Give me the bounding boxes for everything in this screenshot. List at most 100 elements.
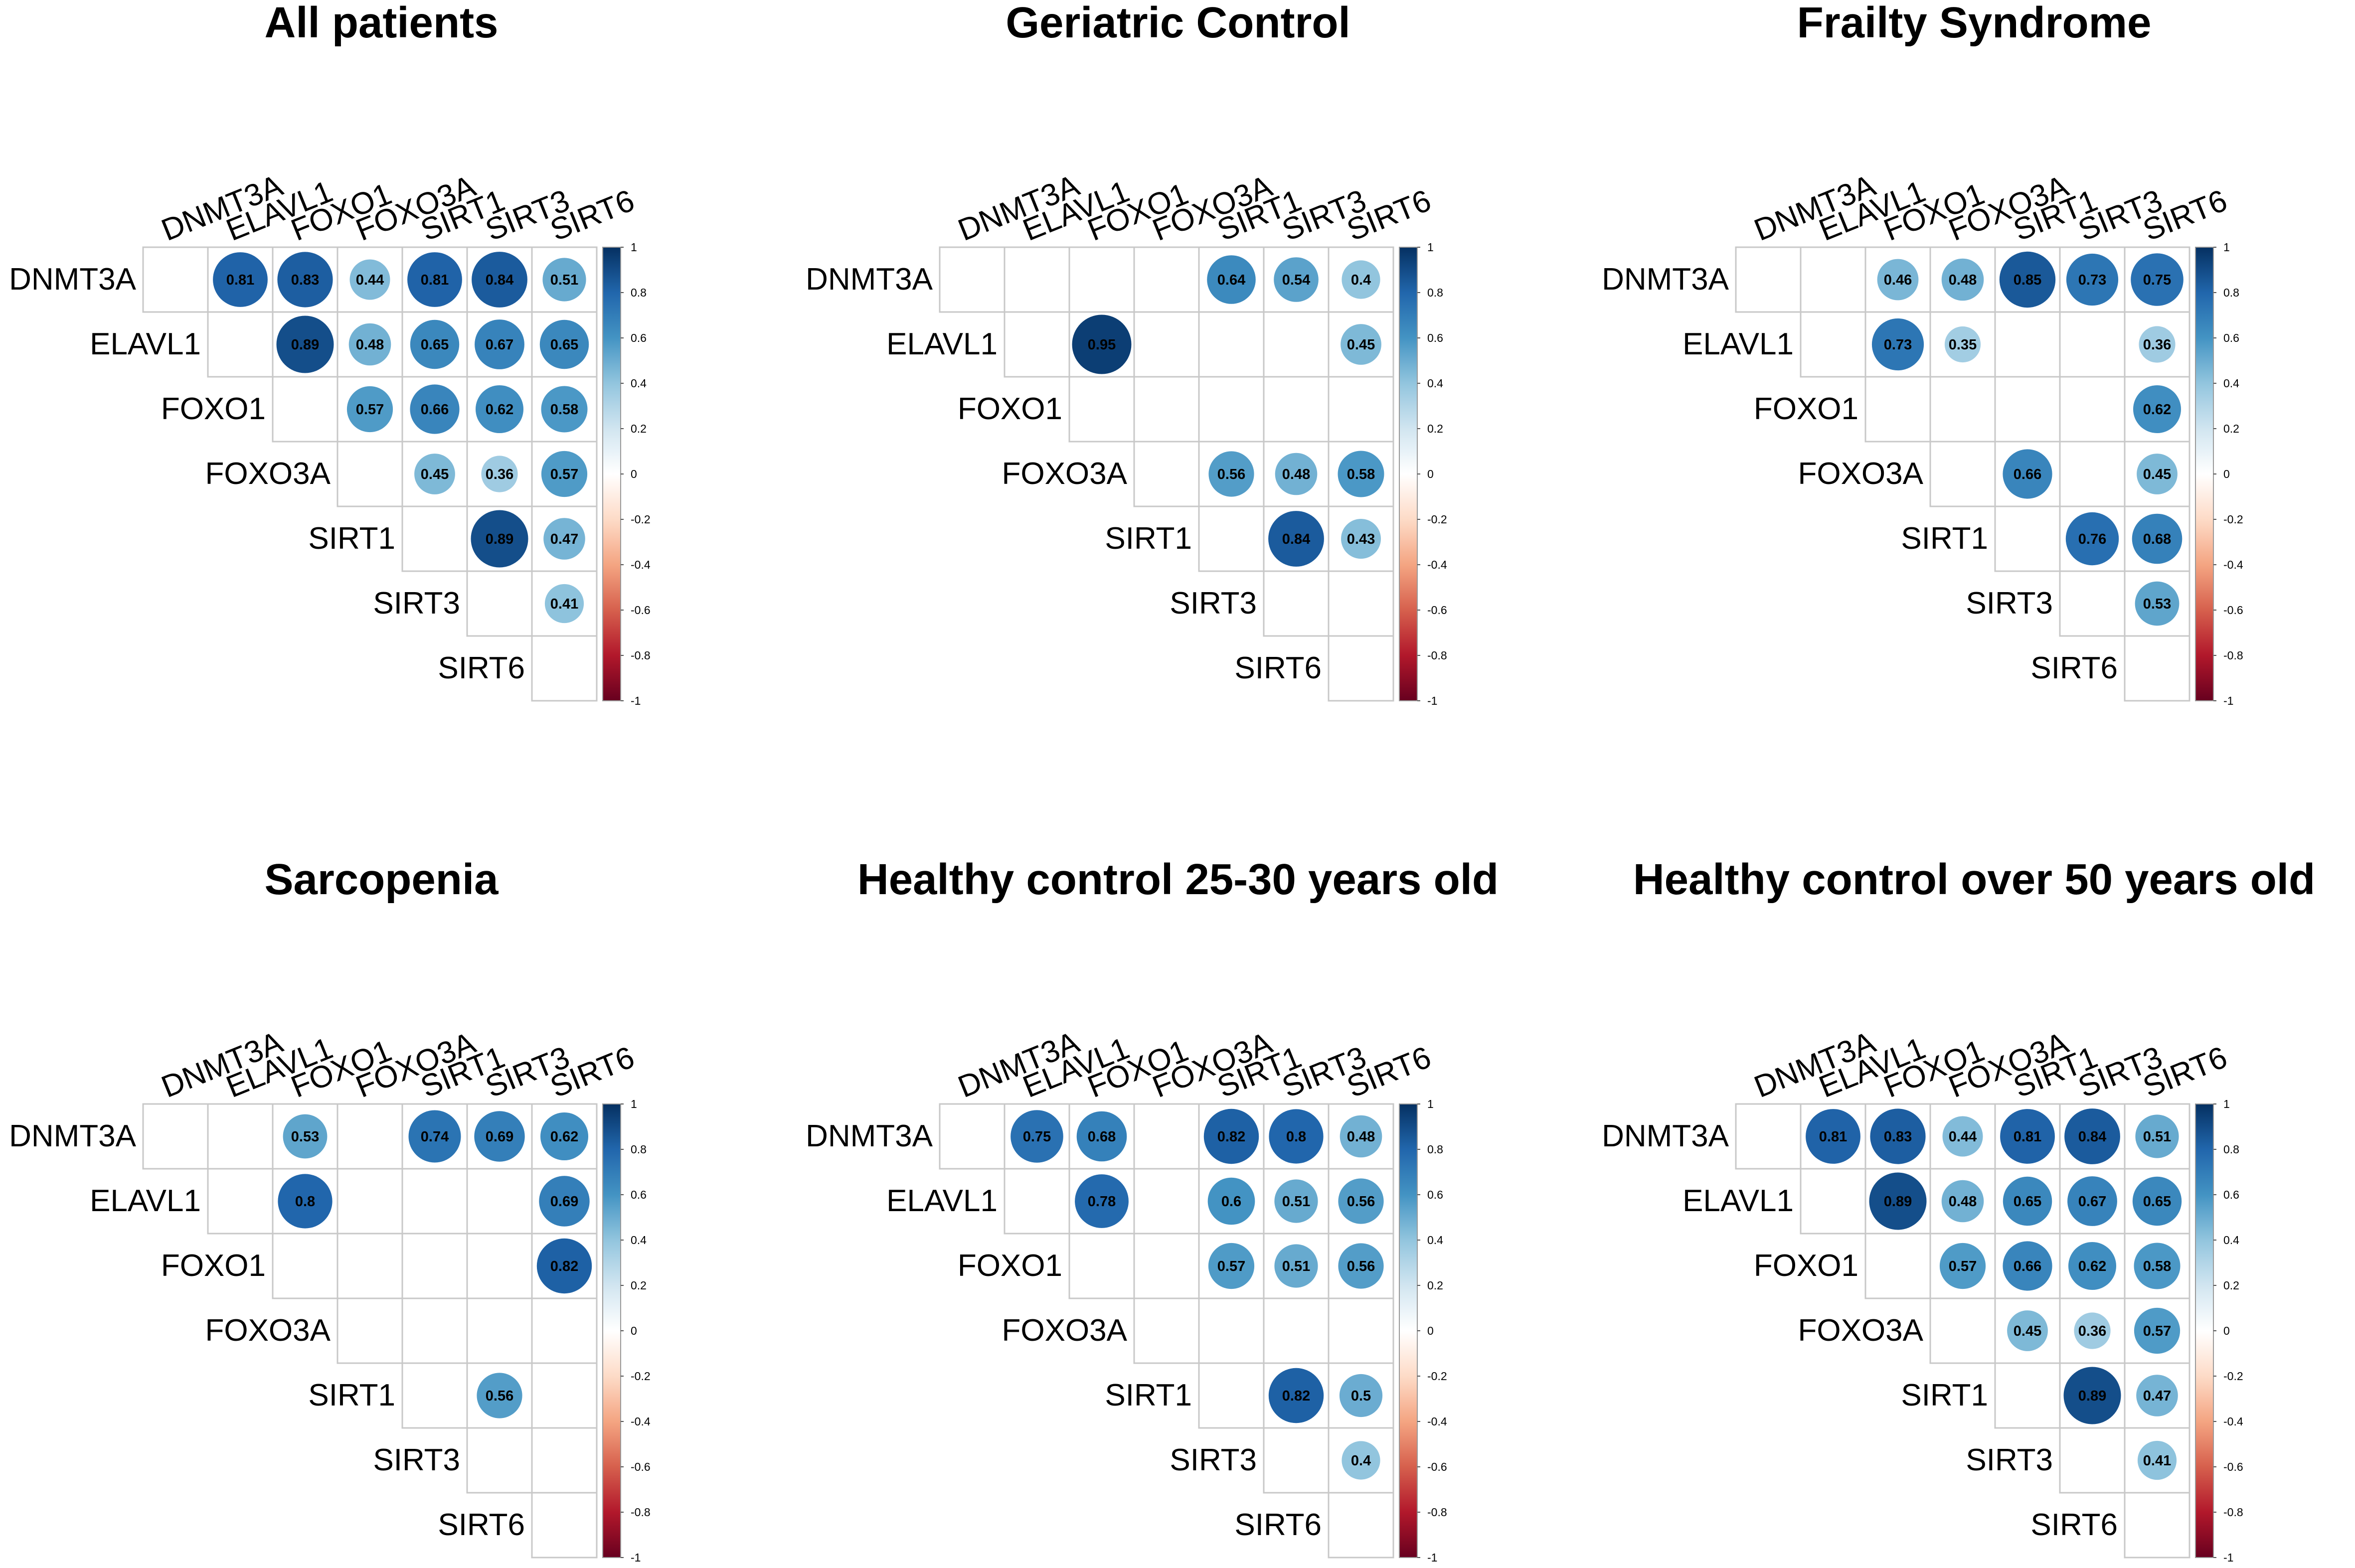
grid-cell	[939, 246, 1006, 313]
row-label-sirt6: SIRT6	[2030, 1508, 2118, 1542]
row-label-sirt6: SIRT6	[438, 1508, 525, 1542]
corr-value-label: 0.46	[1884, 272, 1912, 288]
corr-circle-dnmt3a-sirt6	[2131, 253, 2184, 306]
corr-value-label: 0.56	[486, 1388, 513, 1404]
corr-circle-foxo1-sirt1	[1208, 1243, 1255, 1289]
corr-circle-elavl1-foxo1	[278, 1174, 333, 1229]
corr-value-label: 0.66	[421, 402, 449, 418]
row-label-elavl1: ELAVL1	[886, 1184, 998, 1218]
corr-circle-sirt1-sirt3	[471, 510, 528, 568]
row-label-sirt1: SIRT1	[1901, 1378, 1988, 1412]
corr-circle-foxo1-sirt1	[2003, 1241, 2052, 1291]
corr-value-label: 0.47	[2143, 1388, 2171, 1404]
grid-cell	[401, 1297, 468, 1364]
corr-circle-sirt3-sirt6	[2137, 1440, 2177, 1480]
corr-value-label: 0.66	[2014, 1258, 2041, 1274]
corr-circle-dnmt3a-foxo1	[1870, 1108, 1926, 1164]
row-label-sirt3: SIRT3	[1170, 1443, 1257, 1477]
grid-cell	[207, 311, 274, 378]
corr-circle-dnmt3a-sirt6	[542, 258, 586, 302]
colorbar	[602, 1103, 621, 1558]
grid-cell	[1800, 1168, 1866, 1235]
colorbar-tick-label: 0	[2223, 468, 2230, 480]
row-label-dnmt3a: DNMT3A	[806, 262, 933, 297]
panel-sarcopenia: Sarcopenia DNMT3A ELAVL1 FOXO1 FOXO3A SIRT1 SI…	[9, 855, 651, 1564]
grid-cell	[272, 1233, 338, 1299]
corr-circle-dnmt3a-sirt3	[2064, 1108, 2120, 1164]
corr-value-label: 0.56	[1347, 1258, 1375, 1274]
row-label-dnmt3a: DNMT3A	[1602, 262, 1729, 297]
corr-circle-elavl1-foxo3a	[348, 323, 391, 366]
corr-circle-sirt1-sirt3	[2065, 512, 2119, 566]
corr-value-label: 0.75	[2143, 272, 2171, 288]
corr-circle-elavl1-foxo1	[1075, 1174, 1129, 1228]
corr-circle-dnmt3a-elavl1	[1010, 1110, 1063, 1163]
corr-circle-dnmt3a-foxo1	[277, 252, 333, 308]
corr-value-label: 0.53	[291, 1129, 319, 1145]
corr-value-label: 0.82	[550, 1258, 578, 1274]
grid-cell	[336, 1103, 403, 1170]
corr-circle-elavl1-sirt6	[2132, 1176, 2182, 1226]
grid-cell	[1198, 376, 1265, 443]
corr-value-label: 0.48	[356, 337, 384, 353]
panel-title: Geriatric Control	[1006, 0, 1350, 47]
corr-value-label: 0.84	[2078, 1129, 2106, 1145]
grid-cell	[1800, 246, 1866, 313]
corr-circle-dnmt3a-sirt6	[540, 1112, 588, 1160]
corr-value-label: 0.5	[1351, 1388, 1371, 1404]
row-label-foxo3a: FOXO3A	[1002, 1313, 1127, 1348]
colorbar-tick-label: 1	[631, 1098, 637, 1110]
row-label-elavl1: ELAVL1	[1682, 1184, 1794, 1218]
corr-value-label: 0.48	[1347, 1129, 1375, 1145]
colorbar-tick-label: 0.2	[1427, 1279, 1443, 1292]
grid-cell	[466, 570, 533, 637]
corr-circle-elavl1-sirt6	[1341, 324, 1381, 365]
grid-cell	[1328, 1492, 1394, 1559]
row-label-elavl1: ELAVL1	[886, 327, 998, 361]
colorbar-tick-label: 0.8	[1427, 286, 1443, 299]
corr-circle-sirt1-sirt6	[2136, 1375, 2178, 1416]
grid-cell	[1800, 311, 1866, 378]
corr-circle-dnmt3a-foxo1	[1076, 1111, 1127, 1162]
corr-value-label: 0.41	[550, 596, 578, 612]
corr-circle-sirt1-sirt6	[1339, 1374, 1383, 1417]
grid-cell	[531, 1492, 598, 1559]
grid-cell	[1994, 376, 2061, 443]
grid-cell	[1004, 1168, 1070, 1235]
corr-circle-dnmt3a-sirt3	[2066, 253, 2119, 306]
corr-value-label: 0.58	[2143, 1258, 2171, 1274]
corr-circle-dnmt3a-sirt1	[2000, 1109, 2055, 1164]
colorbar-tick-label: 1	[2223, 1098, 2230, 1110]
corr-circle-foxo3a-sirt1	[2007, 1310, 2048, 1351]
grid-cell	[401, 1233, 468, 1299]
panel-title: All patients	[265, 0, 499, 47]
corr-circle-foxo1-sirt6	[2133, 385, 2181, 433]
corr-circle-dnmt3a-foxo1	[1877, 259, 1919, 301]
corr-circle-foxo3a-sirt6	[541, 451, 588, 497]
corr-value-label: 0.51	[1282, 1258, 1310, 1274]
corr-value-label: 0.89	[291, 337, 319, 353]
corr-value-label: 0.81	[226, 272, 254, 288]
corr-value-label: 0.48	[1949, 1194, 1977, 1210]
grid-cell	[1994, 1362, 2061, 1429]
panel-title: Sarcopenia	[264, 855, 499, 904]
row-label-foxo1: FOXO1	[958, 1249, 1062, 1283]
colorbar-tick-label: -0.8	[1427, 1506, 1447, 1519]
grid-cell	[1198, 505, 1265, 572]
colorbar-tick-label: 0.4	[631, 377, 647, 390]
grid-cell	[207, 1103, 274, 1170]
grid-cell	[272, 376, 338, 443]
colorbar-tick-label: -1	[1427, 1551, 1437, 1564]
row-label-sirt1: SIRT1	[1105, 1378, 1192, 1412]
colorbar-tick-label: -0.2	[2223, 1370, 2243, 1383]
colorbar-tick-label: -0.4	[631, 1415, 651, 1428]
grid-cell	[1198, 1297, 1265, 1364]
corr-value-label: 0.4	[1351, 272, 1371, 288]
corr-circle-foxo3a-sirt6	[2137, 454, 2178, 494]
grid-cell	[531, 1427, 598, 1494]
colorbar-tick-label: 0.8	[2223, 286, 2239, 299]
corr-value-label: 0.62	[2078, 1258, 2106, 1274]
corr-value-label: 0.69	[550, 1194, 578, 1210]
corr-value-label: 0.65	[550, 337, 578, 353]
colorbar	[2195, 247, 2214, 701]
